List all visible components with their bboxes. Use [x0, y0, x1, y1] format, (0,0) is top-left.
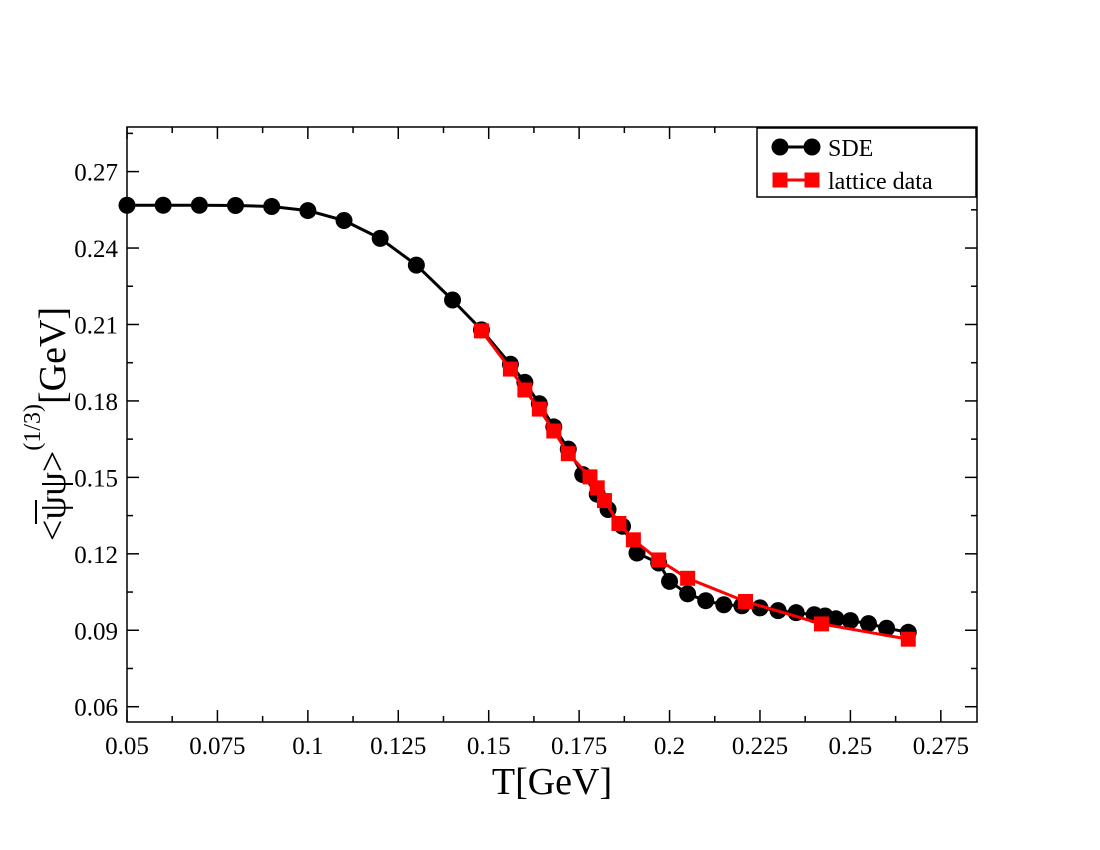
x-tick-label: 0.075	[189, 733, 245, 760]
y-tick-label: 0.24	[74, 236, 118, 263]
data-point-lattice	[625, 532, 641, 548]
data-point-sde	[697, 592, 715, 610]
legend-lattice-marker-left	[772, 172, 788, 188]
data-point-lattice	[589, 480, 605, 496]
data-point-lattice	[813, 616, 829, 632]
data-point-sde	[628, 544, 646, 562]
y-axis-exponent: (1/3)	[20, 404, 46, 451]
y-tick-label: 0.12	[74, 542, 118, 569]
y-tick-label: 0.27	[74, 160, 118, 187]
data-point-lattice	[900, 631, 916, 647]
data-point-lattice	[596, 493, 612, 509]
data-point-sde	[371, 229, 389, 247]
y-axis-title: <ψψ>(1/3)[GeV]	[20, 307, 74, 541]
data-point-sde	[154, 196, 172, 214]
data-point-lattice	[473, 323, 489, 339]
data-point-sde	[444, 291, 462, 309]
x-tick-label: 0.1	[292, 733, 323, 760]
data-point-sde	[190, 196, 208, 214]
data-point-lattice	[531, 401, 547, 417]
data-point-sde	[227, 196, 245, 214]
data-point-sde	[827, 610, 845, 628]
legend-lattice-marker-right	[804, 172, 820, 188]
data-point-sde	[841, 612, 859, 630]
legend-sde-marker-left	[771, 138, 789, 156]
data-point-sde	[335, 212, 353, 230]
legend-sde-label: SDE	[828, 136, 873, 162]
series-line-sde	[127, 203, 909, 634]
data-point-sde	[118, 196, 136, 214]
y-axis-bracket-open: <	[32, 520, 74, 541]
ticks: 0.05 0.075 0.1 0.125 0.15 0.175 0.2 0.225 0.25 0.…	[74, 127, 977, 760]
x-tick-label: 0.05	[105, 733, 149, 760]
x-tick-label: 0.125	[370, 733, 426, 760]
y-axis-bracket-close: >	[32, 451, 74, 472]
y-axis-psi-bar: ψ	[32, 496, 74, 520]
y-tick-label: 0.15	[74, 465, 118, 492]
x-tick-label: 0.275	[913, 733, 969, 760]
x-tick-label: 0.25	[829, 733, 873, 760]
data-point-lattice	[738, 593, 754, 609]
x-tick-label: 0.175	[551, 733, 607, 760]
data-point-lattice	[517, 382, 533, 398]
y-axis-unit: [GeV]	[32, 307, 74, 404]
x-tick-label: 0.15	[467, 733, 511, 760]
data-point-sde	[679, 585, 697, 603]
svg-text:<ψψ>(1/3)[GeV]: <ψψ>(1/3)[GeV]	[20, 307, 74, 541]
data-point-sde	[263, 198, 281, 216]
data-point-lattice	[611, 515, 627, 531]
data-point-sde	[878, 619, 896, 637]
data-point-lattice	[560, 446, 576, 462]
x-axis-title: T[GeV]	[492, 761, 612, 803]
y-tick-label: 0.21	[74, 312, 118, 339]
data-point-sde	[299, 202, 317, 220]
legend-sde-marker-right	[803, 138, 821, 156]
y-tick-label: 0.18	[74, 389, 118, 416]
y-tick-label: 0.06	[74, 695, 118, 722]
y-tick-label: 0.09	[74, 618, 118, 645]
data-point-sde	[661, 572, 679, 590]
data-point-lattice	[680, 570, 696, 586]
data-point-sde	[407, 256, 425, 274]
data-point-lattice	[502, 361, 518, 377]
legend: SDE lattice data	[756, 127, 977, 198]
x-tick-label: 0.225	[732, 733, 788, 760]
data-point-lattice	[546, 423, 562, 439]
data-point-lattice	[651, 552, 667, 568]
data-point-sde	[715, 596, 733, 614]
legend-box	[756, 127, 977, 198]
data-point-sde	[859, 615, 877, 633]
y-axis-psi: ψ	[32, 472, 74, 496]
series	[118, 196, 917, 647]
plot-frame	[126, 126, 978, 723]
legend-lattice-label: lattice data	[828, 169, 933, 195]
x-tick-label: 0.2	[654, 733, 685, 760]
